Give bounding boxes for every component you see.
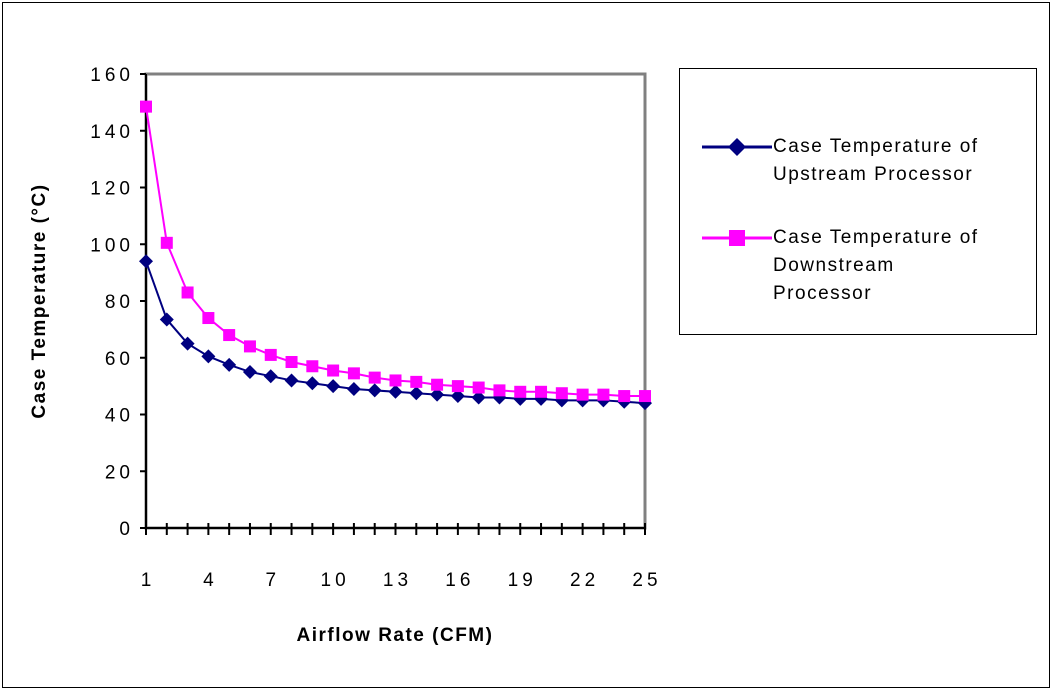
data-point bbox=[347, 367, 360, 380]
data-point bbox=[618, 390, 631, 403]
y-tick-label: 160 bbox=[90, 65, 134, 86]
data-point bbox=[389, 374, 402, 387]
x-axis: 1 4 7 10 13 16 19 22 25 bbox=[141, 523, 661, 591]
data-point bbox=[222, 357, 237, 372]
data-point bbox=[327, 364, 340, 377]
data-point bbox=[160, 236, 173, 249]
data-point bbox=[242, 364, 257, 379]
x-tick-label: 10 bbox=[321, 570, 350, 591]
legend-swatch-downstream bbox=[702, 230, 772, 246]
data-point bbox=[409, 386, 424, 401]
data-point bbox=[597, 388, 610, 401]
data-point bbox=[243, 340, 256, 353]
plot-area bbox=[144, 72, 647, 530]
data-point bbox=[450, 389, 465, 404]
legend-label-upstream: Case Temperature of Upstream Processor bbox=[773, 136, 979, 185]
x-tick-label: 22 bbox=[570, 570, 599, 591]
x-tick-label: 1 bbox=[141, 570, 156, 591]
data-point bbox=[284, 373, 299, 388]
legend-swatch-upstream bbox=[702, 138, 772, 156]
x-tick-label: 25 bbox=[632, 570, 661, 591]
data-point bbox=[431, 378, 444, 391]
data-point bbox=[264, 348, 277, 361]
y-tick-label: 60 bbox=[105, 349, 134, 370]
y-tick-label: 140 bbox=[90, 122, 134, 143]
data-point bbox=[410, 375, 423, 388]
x-tick-label: 7 bbox=[265, 570, 280, 591]
data-point bbox=[576, 388, 589, 401]
data-point bbox=[388, 384, 403, 399]
x-tick-label: 13 bbox=[383, 570, 412, 591]
y-tick-label: 100 bbox=[90, 235, 134, 256]
data-point bbox=[305, 376, 320, 391]
data-point bbox=[326, 379, 341, 394]
series-0 bbox=[139, 254, 652, 411]
data-point bbox=[202, 312, 215, 325]
data-point bbox=[263, 369, 278, 384]
data-point bbox=[514, 385, 527, 398]
data-point bbox=[181, 286, 194, 299]
data-point bbox=[223, 329, 236, 342]
y-tick-label: 40 bbox=[105, 406, 134, 427]
y-tick-label: 120 bbox=[90, 179, 134, 200]
data-point bbox=[159, 312, 174, 327]
data-point bbox=[471, 390, 486, 405]
data-point bbox=[430, 387, 445, 402]
y-tick-label: 80 bbox=[105, 292, 134, 313]
data-point bbox=[368, 371, 381, 384]
data-point bbox=[306, 360, 319, 373]
y-tick-label: 0 bbox=[119, 519, 134, 540]
x-tick-label: 16 bbox=[445, 570, 474, 591]
y-axis-title: Case Temperature (°C) bbox=[29, 183, 50, 418]
data-point bbox=[285, 356, 298, 369]
data-point bbox=[472, 381, 485, 394]
data-point bbox=[535, 385, 548, 398]
y-tick-label: 20 bbox=[105, 462, 134, 483]
series-1 bbox=[140, 100, 651, 403]
legend: Case Temperature of Upstream Processor C… bbox=[679, 68, 1037, 335]
data-point bbox=[367, 383, 382, 398]
x-tick-label: 19 bbox=[508, 570, 537, 591]
x-tick-label: 4 bbox=[203, 570, 218, 591]
data-point bbox=[555, 387, 568, 400]
data-point bbox=[639, 390, 651, 403]
data-point bbox=[201, 349, 216, 364]
data-point bbox=[451, 380, 464, 393]
data-point bbox=[180, 336, 195, 351]
x-axis-title: Airflow Rate (CFM) bbox=[297, 625, 494, 646]
data-point bbox=[346, 381, 361, 396]
data-point bbox=[493, 384, 506, 397]
series-layer bbox=[139, 100, 652, 411]
data-point bbox=[139, 254, 153, 269]
legend-label-downstream: Case Temperature of Downstream Processor bbox=[773, 227, 979, 304]
data-point bbox=[140, 100, 152, 113]
y-axis: 0 20 40 60 80 100 120 140 160 bbox=[90, 65, 147, 540]
